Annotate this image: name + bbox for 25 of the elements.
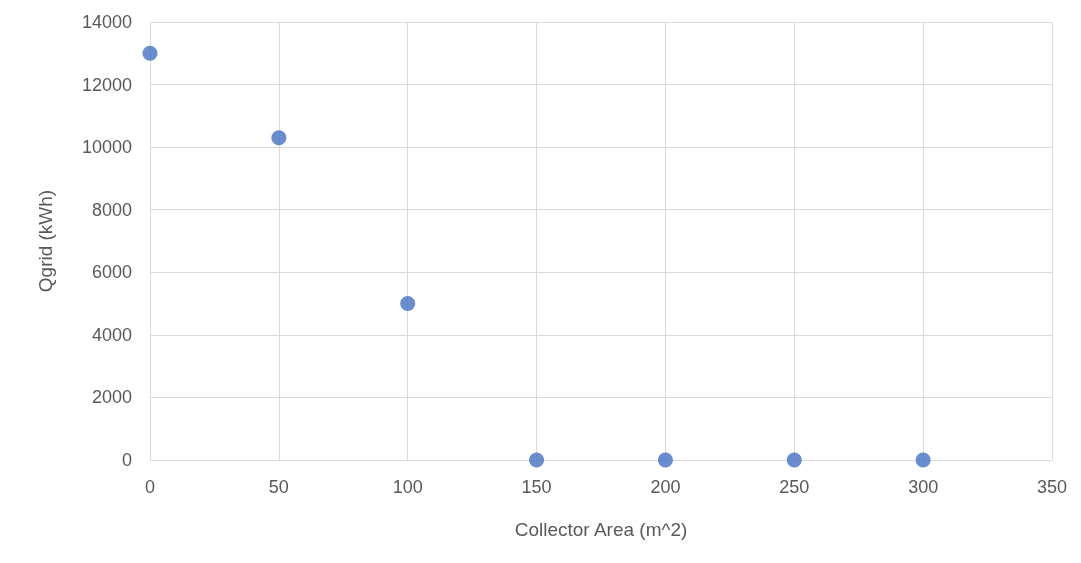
y-tick-label: 10000	[81, 137, 132, 158]
y-tick-label: 12000	[81, 74, 132, 95]
x-tick-label: 300	[908, 477, 939, 497]
point	[400, 296, 416, 312]
y-tick-label: 8000	[91, 199, 132, 220]
y-tick-label: 2000	[91, 387, 132, 408]
x-axis-title: Collector Area (m^2)	[514, 519, 688, 540]
x-tick-label: 350	[1036, 477, 1068, 497]
x-tick-label: 100	[392, 477, 423, 497]
x-tick-label: 250	[779, 477, 810, 497]
y-tick-label: 14000	[81, 12, 132, 32]
x-tick-label: 150	[521, 477, 552, 497]
x-tick-label: 50	[268, 477, 289, 497]
y-tick-label: 0	[121, 450, 132, 470]
y-tick-label: 4000	[91, 324, 132, 345]
point	[786, 452, 802, 468]
y-axis-title: Qgrid (kWh)	[35, 189, 56, 293]
point	[142, 45, 158, 61]
point	[657, 452, 673, 468]
point	[271, 130, 287, 146]
point	[915, 452, 931, 468]
x-tick-label: 200	[650, 477, 681, 497]
x-tick-label: 0	[144, 477, 156, 497]
point	[529, 452, 545, 468]
y-tick-label: 6000	[91, 262, 132, 283]
